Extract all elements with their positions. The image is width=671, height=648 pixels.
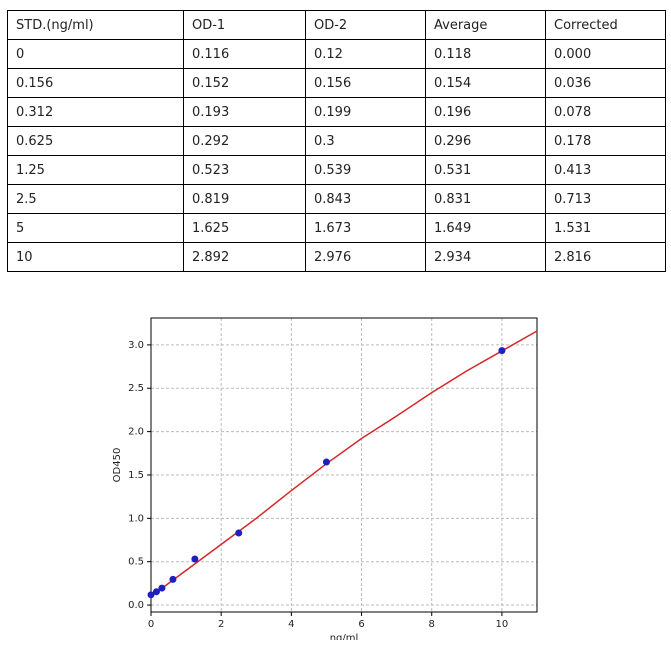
y-tick-label: 1.0	[128, 513, 144, 524]
table-cell: OD-2	[305, 10, 426, 40]
data-point	[152, 588, 160, 596]
table-cell: 0.296	[425, 126, 546, 156]
table-cell: 0.193	[183, 97, 306, 127]
table-cell: 0.12	[305, 39, 426, 69]
table-cell: 2.934	[425, 242, 546, 272]
x-tick-label: 0	[148, 619, 154, 630]
data-point	[169, 575, 177, 583]
table-cell: 0	[7, 39, 184, 69]
table-cell: 10	[7, 242, 184, 272]
table-cell: 5	[7, 213, 184, 243]
table-cell: 2.892	[183, 242, 306, 272]
x-tick-label: 10	[496, 619, 509, 630]
data-point	[158, 584, 166, 592]
table-cell: 0.156	[305, 68, 426, 98]
x-axis-label: ng/ml	[330, 633, 359, 640]
table-cell: 0.539	[305, 155, 426, 185]
table-cell: 2.816	[545, 242, 666, 272]
y-tick-label: 0.5	[128, 557, 144, 568]
table-cell: 0.078	[545, 97, 666, 127]
table-cell: 0.178	[545, 126, 666, 156]
plot-frame	[150, 317, 538, 613]
table-row: 0.156 0.152 0.156 0.154 0.036	[7, 68, 666, 98]
table-cell: 0.154	[425, 68, 546, 98]
table-cell: 0.116	[183, 39, 306, 69]
table-cell: 0.312	[7, 97, 184, 127]
data-point	[235, 529, 243, 537]
y-tick-label: 2.0	[128, 427, 144, 438]
table-row: 1.25 0.523 0.539 0.531 0.413	[7, 155, 666, 185]
table-cell: 0.199	[305, 97, 426, 127]
chart-bg	[95, 290, 572, 640]
table-cell: Corrected	[545, 10, 666, 40]
x-tick-label: 8	[429, 619, 435, 630]
table-cell: Average	[425, 10, 546, 40]
table-row: 0.312 0.193 0.199 0.196 0.078	[7, 97, 666, 127]
table-cell: 0.292	[183, 126, 306, 156]
table-cell: OD-1	[183, 10, 306, 40]
x-tick-label: 6	[358, 619, 364, 630]
y-tick-label: 2.5	[128, 383, 144, 394]
table-cell: 1.531	[545, 213, 666, 243]
data-point	[191, 555, 199, 563]
table-cell: 0.152	[183, 68, 306, 98]
table-cell: 0.843	[305, 184, 426, 214]
fit-line	[150, 330, 538, 597]
x-tick-label: 2	[218, 619, 224, 630]
table-cell: 0.819	[183, 184, 306, 214]
data-table: STD.(ng/ml) OD-1 OD-2 Average Corrected 0 0.11…	[7, 10, 666, 272]
table-row: 0 0.116 0.12 0.118 0.000	[7, 39, 666, 69]
table-cell: 0.713	[545, 184, 666, 214]
table-cell: 0.118	[425, 39, 546, 69]
table-cell: 1.673	[305, 213, 426, 243]
y-tick-label: 3.0	[128, 340, 144, 351]
table-cell: 0.831	[425, 184, 546, 214]
table-cell: 0.156	[7, 68, 184, 98]
y-tick-label: 0.0	[128, 600, 144, 611]
table-cell: 0.196	[425, 97, 546, 127]
data-point	[498, 347, 506, 355]
table-cell: 0.523	[183, 155, 306, 185]
y-axis-label: OD450	[112, 448, 123, 483]
table-cell: 2.976	[305, 242, 426, 272]
table-row: 2.5 0.819 0.843 0.831 0.713	[7, 184, 666, 214]
table-cell: 1.25	[7, 155, 184, 185]
table-row: 0.625 0.292 0.3 0.296 0.178	[7, 126, 666, 156]
data-point	[147, 591, 155, 599]
table-row: STD.(ng/ml) OD-1 OD-2 Average Corrected	[7, 10, 666, 40]
table-cell: 0.3	[305, 126, 426, 156]
table-cell: 2.5	[7, 184, 184, 214]
y-tick-label: 1.5	[128, 470, 144, 481]
table-cell: 0.413	[545, 155, 666, 185]
table-cell: 1.649	[425, 213, 546, 243]
data-point	[322, 458, 330, 466]
table-cell: 0.625	[7, 126, 184, 156]
table-cell: 0.000	[545, 39, 666, 69]
chart: 0 2 4 6 8 10 0.0 0.5 1.0 1.5 2.0 2.5 3.0 ng/ml OD450	[95, 290, 572, 640]
table-cell: STD.(ng/ml)	[7, 10, 184, 40]
table-row: 5 1.625 1.673 1.649 1.531	[7, 213, 666, 243]
table-cell: 0.531	[425, 155, 546, 185]
table-cell: 1.625	[183, 213, 306, 243]
table-row: 10 2.892 2.976 2.934 2.816	[7, 242, 666, 272]
table-cell: 0.036	[545, 68, 666, 98]
x-tick-label: 4	[288, 619, 294, 630]
